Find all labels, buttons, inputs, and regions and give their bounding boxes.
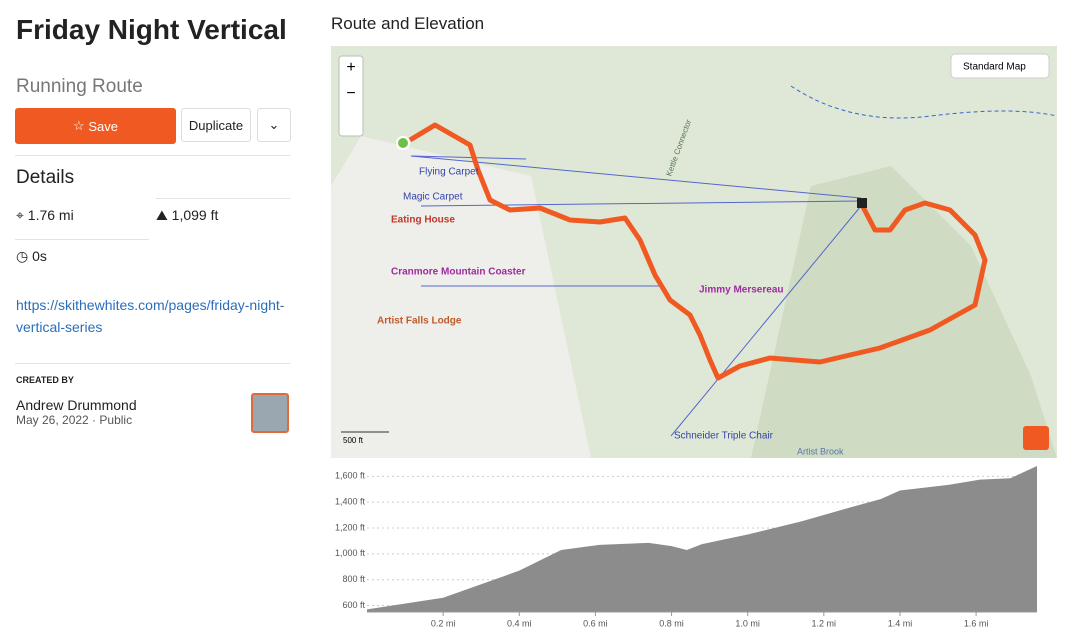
elevation-chart: 600 ft 800 ft 1,000 ft 1,200 ft 1,400 ft 1,60… bbox=[335, 466, 1037, 628]
more-button[interactable]: ⌄ bbox=[257, 108, 291, 142]
created-label: CREATED BY bbox=[16, 375, 74, 385]
title: Friday Night Vertical bbox=[16, 14, 287, 45]
y-tick-label: 600 ft bbox=[342, 600, 365, 610]
x-tick-label: 0.6 mi bbox=[583, 618, 608, 628]
distance: ⌖ 1.76 mi bbox=[16, 207, 74, 223]
divider bbox=[15, 239, 149, 240]
divider bbox=[15, 155, 290, 156]
x-tick-label: 0.4 mi bbox=[507, 618, 532, 628]
divider bbox=[15, 363, 290, 364]
map-label: Magic Carpet bbox=[403, 192, 463, 203]
creator-meta: May 26, 2022 · Public bbox=[16, 413, 133, 427]
y-tick-label: 1,000 ft bbox=[335, 548, 366, 558]
y-tick-label: 1,600 ft bbox=[335, 471, 366, 481]
map[interactable]: Flying Carpet Magic Carpet Eating House … bbox=[331, 46, 1057, 458]
trail bbox=[790, 85, 1057, 119]
scale: 500 ft bbox=[343, 436, 364, 445]
elevation-value: 1,099 ft bbox=[171, 207, 219, 223]
zoom-in[interactable]: + bbox=[346, 59, 355, 76]
map-label: Artist Brook bbox=[797, 446, 844, 456]
x-tick-label: 1.6 mi bbox=[964, 618, 989, 628]
x-tick-label: 1.2 mi bbox=[812, 618, 837, 628]
lifts bbox=[410, 155, 862, 437]
creator-name: Andrew Drummond bbox=[16, 397, 137, 413]
play-button[interactable] bbox=[1023, 426, 1049, 450]
save-button[interactable]: ☆ Save bbox=[15, 108, 176, 144]
distance-value: 1.76 mi bbox=[27, 207, 74, 223]
divider bbox=[156, 198, 290, 199]
y-tick-label: 800 ft bbox=[342, 574, 365, 584]
x-tick-label: 1.0 mi bbox=[735, 618, 760, 628]
subtitle: Running Route bbox=[16, 76, 143, 97]
x-tick-label: 1.4 mi bbox=[888, 618, 913, 628]
elevation-area bbox=[367, 466, 1037, 612]
duplicate-label: Duplicate bbox=[188, 117, 244, 133]
x-tick-label: 0.8 mi bbox=[659, 618, 684, 628]
map-label: Artist Falls Lodge bbox=[377, 316, 462, 327]
section-title: Route and Elevation bbox=[331, 14, 485, 33]
terrain bbox=[751, 166, 1057, 458]
elevation: ⛰ 1,099 ft bbox=[156, 207, 219, 223]
time-value: 0s bbox=[32, 248, 47, 264]
y-tick-label: 1,400 ft bbox=[335, 497, 366, 507]
link[interactable]: https://skithewhites.com/pages/friday-ni… bbox=[16, 297, 285, 335]
x-tick-label: 0.2 mi bbox=[431, 618, 456, 628]
map-label: Cranmore Mountain Coaster bbox=[391, 267, 526, 278]
finish bbox=[857, 198, 867, 208]
map-type[interactable] bbox=[950, 53, 1050, 79]
save-label: Save bbox=[88, 118, 118, 134]
y-tick-label: 1,200 ft bbox=[335, 522, 366, 532]
map-type-label: Standard Map bbox=[963, 62, 1026, 73]
route bbox=[408, 122, 988, 381]
map-label: Flying Carpet bbox=[419, 167, 479, 178]
duplicate-button[interactable]: Duplicate bbox=[181, 108, 251, 142]
base-area bbox=[331, 136, 591, 458]
visibility: Public bbox=[99, 413, 133, 427]
zoom-out[interactable]: − bbox=[346, 85, 355, 102]
map-label: Schneider Triple Chair bbox=[674, 431, 774, 442]
date: May 26, 2022 bbox=[16, 413, 89, 427]
start bbox=[396, 136, 410, 150]
avatar[interactable] bbox=[251, 393, 289, 433]
map-label: Eating House bbox=[391, 215, 455, 226]
time: ◷ 0s bbox=[16, 248, 47, 264]
map-label: Jimmy Mersereau bbox=[699, 285, 784, 296]
details-heading: Details bbox=[16, 167, 75, 188]
zoom-control[interactable] bbox=[338, 55, 364, 137]
